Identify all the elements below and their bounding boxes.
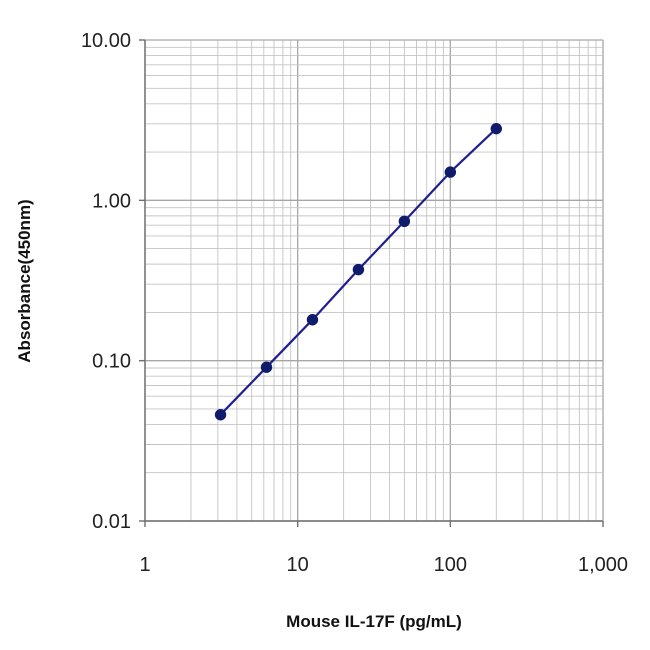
y-axis-title: Absorbance(450nm) — [15, 199, 34, 362]
y-tick-label: 0.01 — [92, 511, 131, 533]
y-tick-label: 10.00 — [81, 30, 131, 52]
y-tick-label: 0.10 — [92, 351, 131, 373]
x-tick-label: 1 — [139, 554, 150, 576]
data-point — [398, 215, 411, 227]
data-point — [306, 314, 319, 326]
data-point — [352, 263, 365, 276]
data-point — [214, 409, 227, 421]
data-point — [444, 166, 457, 178]
x-tick-label: 10 — [287, 554, 309, 576]
x-tick-label: 1,000 — [578, 554, 628, 576]
x-tick-label: 100 — [434, 554, 467, 576]
y-tick-label: 1.00 — [92, 190, 131, 212]
series-group — [214, 122, 502, 421]
data-point — [260, 361, 273, 373]
x-axis-title: Mouse IL-17F (pg/mL) — [286, 612, 462, 631]
gridlines — [144, 39, 604, 522]
tick-labels: 1 10 100 1,000 0.01 0.10 1.00 10.00 — [81, 30, 628, 576]
data-point — [490, 122, 502, 135]
axes — [139, 39, 604, 527]
